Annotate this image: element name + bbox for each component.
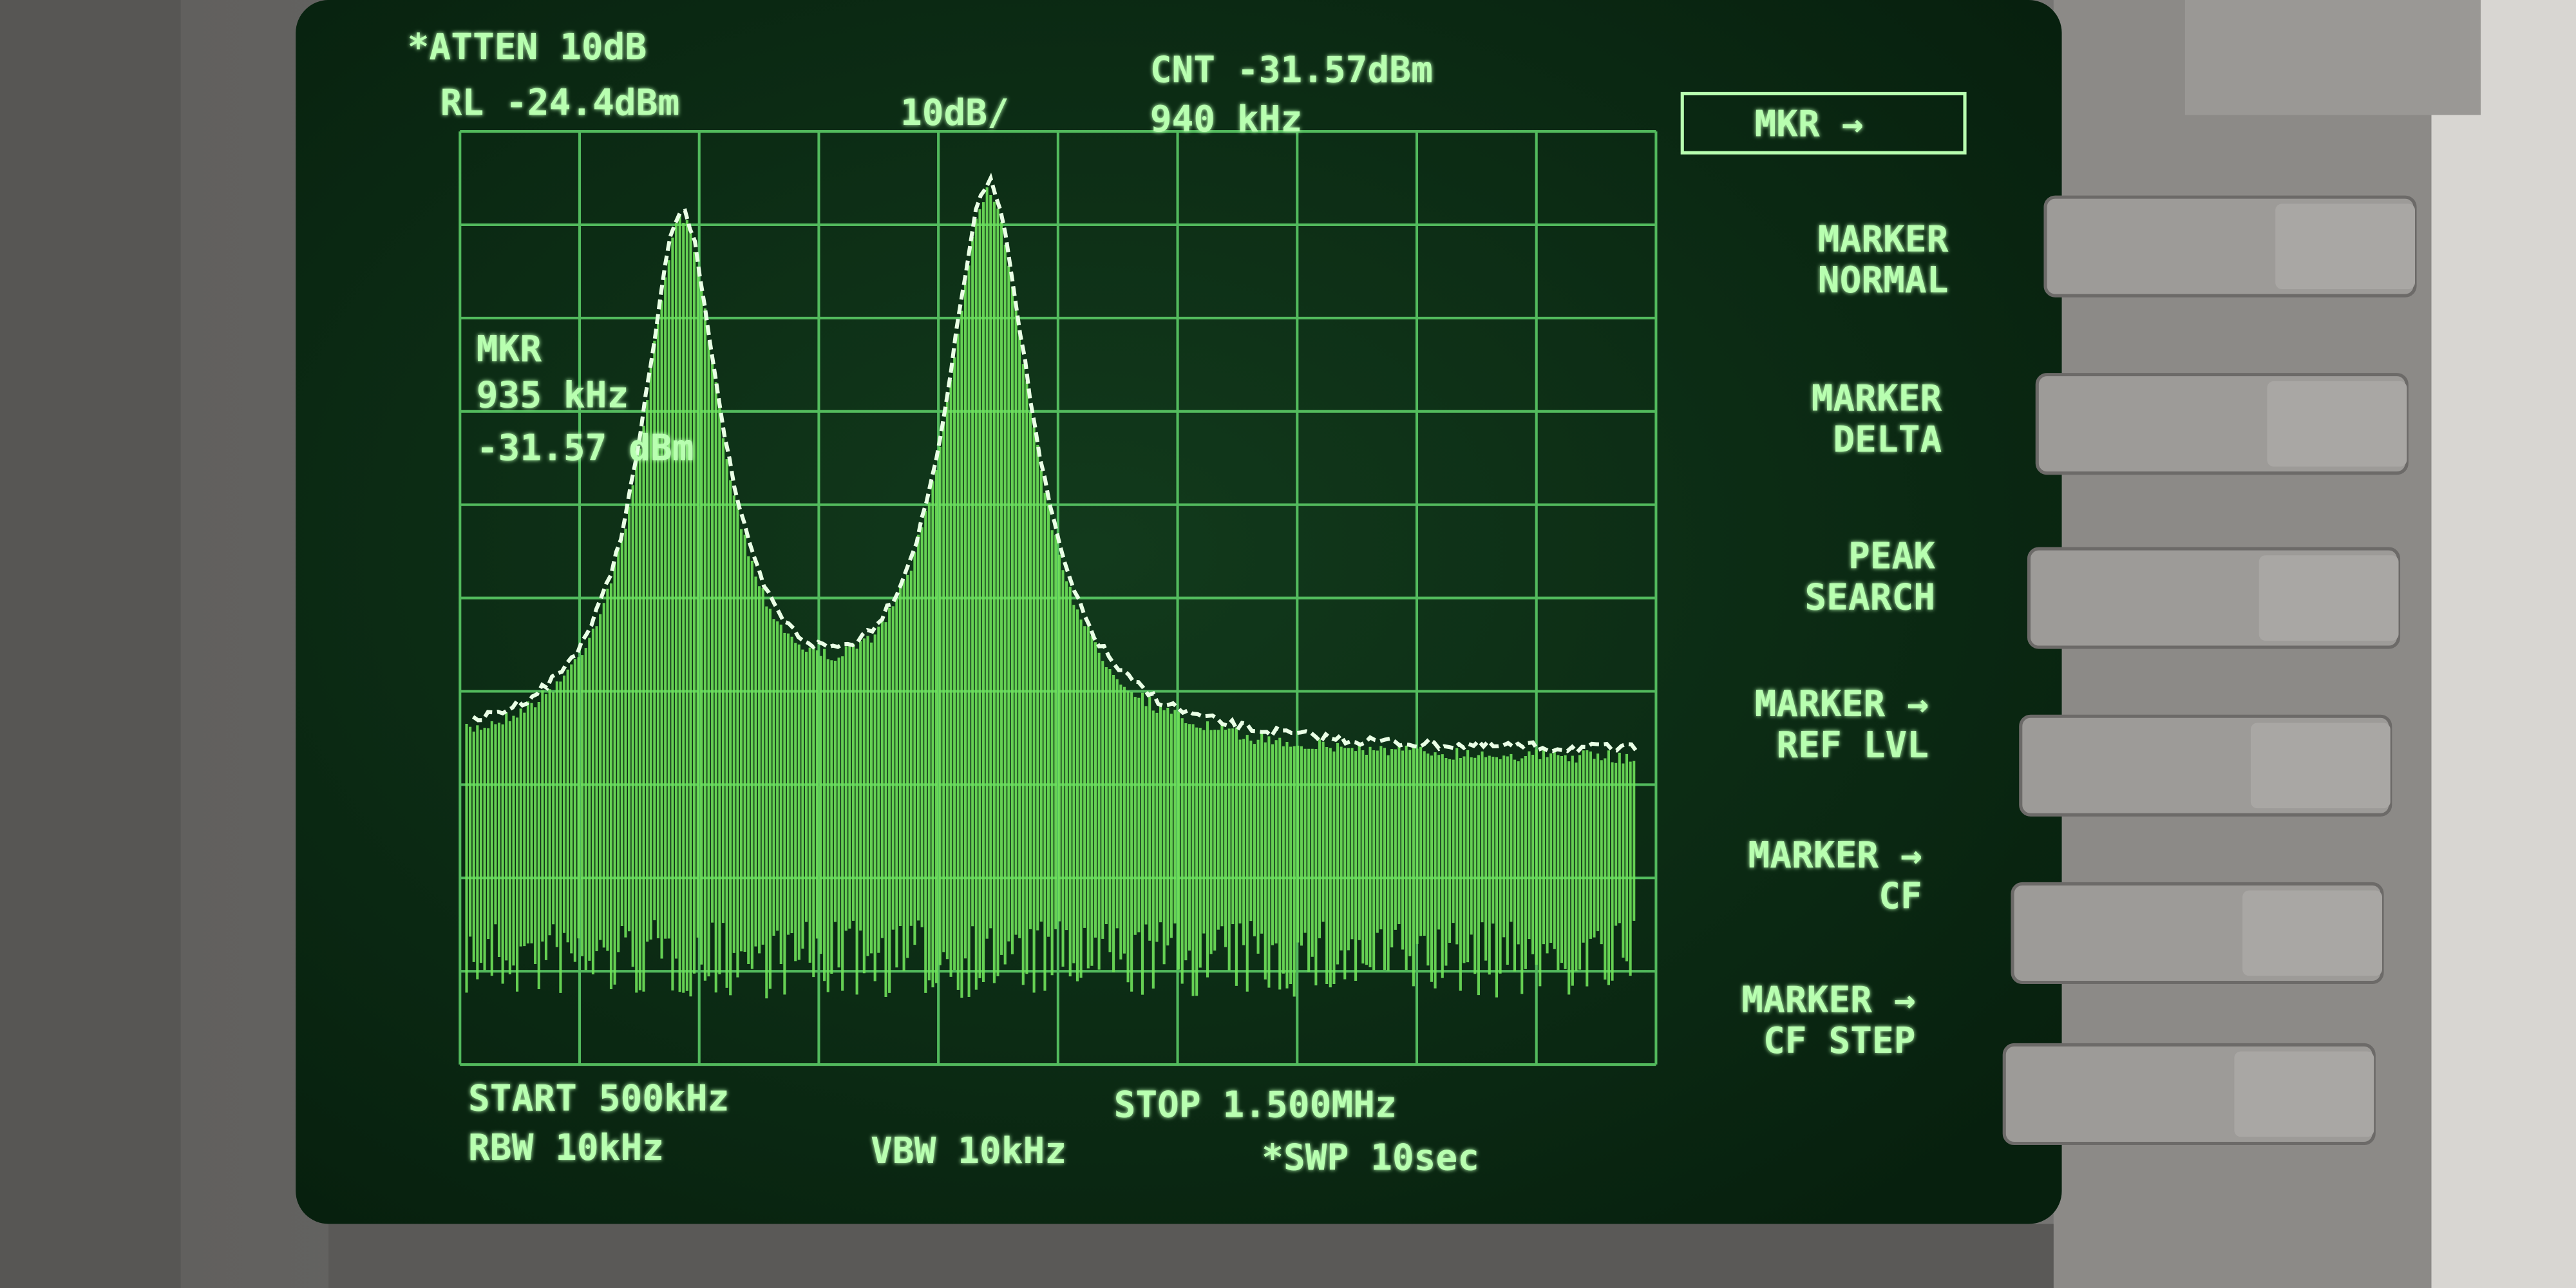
menu-title: MKR → bbox=[1754, 104, 1863, 146]
softkey-label: NORMAL bbox=[1818, 260, 1949, 301]
vbw: VBW 10kHz bbox=[871, 1130, 1066, 1172]
trace bbox=[465, 173, 1638, 999]
panel-top bbox=[2184, 0, 2481, 115]
trace-envelope bbox=[471, 173, 1638, 755]
softkey-label: MARKER → bbox=[1755, 683, 1929, 725]
marker-freq: 935 kHz bbox=[477, 375, 629, 417]
softkey-label: MARKER → bbox=[1748, 835, 1922, 876]
marker-level: -31.57 dBm bbox=[477, 427, 694, 469]
trace-fill bbox=[465, 187, 1636, 999]
button-face bbox=[2250, 723, 2391, 809]
ref-level: RL -24.4dBm bbox=[440, 82, 680, 124]
left-frame bbox=[0, 0, 181, 1288]
softkey-buttons bbox=[2002, 195, 2417, 1146]
screen-lip bbox=[328, 1224, 2054, 1288]
softkey-label: REF LVL bbox=[1776, 724, 1928, 766]
softkey-label: MARKER bbox=[1812, 378, 1942, 420]
softkeys: MARKERNORMALMARKERDELTAPEAKSEARCHMARKER … bbox=[1741, 218, 1948, 1062]
softkey-label: SEARCH bbox=[1804, 576, 1935, 618]
softkey-label: CF STEP bbox=[1763, 1020, 1915, 1062]
button-face bbox=[2275, 204, 2415, 289]
menu-title-box bbox=[1680, 91, 1967, 155]
counter-freq: 940 kHz bbox=[1150, 99, 1302, 140]
start-freq: START 500kHz bbox=[468, 1077, 729, 1119]
stop-freq: STOP 1.500MHz bbox=[1114, 1084, 1397, 1126]
counter-level: CNT -31.57dBm bbox=[1150, 50, 1433, 91]
scale: 10dB/ bbox=[900, 92, 1009, 134]
softkey-label: CF bbox=[1879, 876, 1922, 918]
button-face bbox=[2242, 890, 2382, 976]
button-face bbox=[2259, 555, 2399, 641]
atten: *ATTEN 10dB bbox=[408, 26, 647, 68]
button-face bbox=[2234, 1051, 2374, 1137]
softkey-label: MARKER bbox=[1818, 218, 1949, 260]
rbw: RBW 10kHz bbox=[468, 1127, 664, 1169]
panel-edge bbox=[2431, 0, 2576, 1288]
button-face bbox=[2267, 381, 2407, 467]
softkey-label: DELTA bbox=[1833, 419, 1942, 461]
softkey-label: MARKER → bbox=[1741, 979, 1915, 1021]
sweep: *SWP 10sec bbox=[1262, 1137, 1479, 1179]
marker-label: MKR bbox=[477, 328, 542, 370]
softkey-label: PEAK bbox=[1848, 536, 1935, 578]
